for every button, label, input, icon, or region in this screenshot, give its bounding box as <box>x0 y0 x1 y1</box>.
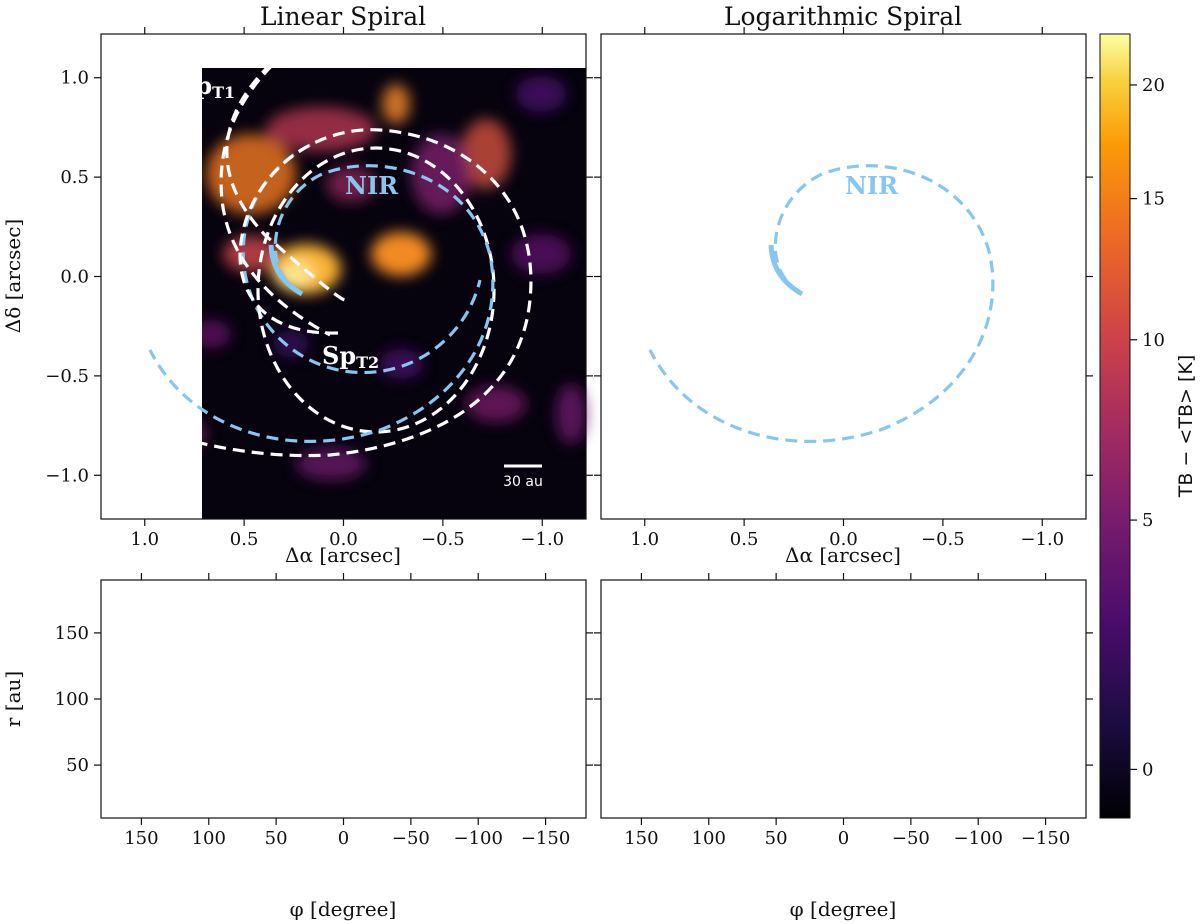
svg-text:30 au: 30 au <box>503 474 543 490</box>
axis-ticks: 1.0 0.5 0.0 −0.5 −1.0 −1.0 −0.5 0.0 0.5 1.0 1.0 0.5… <box>45 27 1093 849</box>
label-sp-t1-b: SpT1 <box>685 71 742 102</box>
x-tick-label: 0.0 <box>829 529 858 550</box>
colorbar-tick-label: 10 <box>1142 330 1165 351</box>
nir-solid-a <box>268 244 304 297</box>
label-sp-t1-d: SpT1 <box>748 611 805 642</box>
x-tick-label: −150 <box>1021 828 1070 849</box>
label-nir-a: NIR <box>345 171 399 200</box>
panel-a-labels: SpT1 SpT2 NIR <box>178 71 399 372</box>
x-tick-label: 100 <box>692 828 726 849</box>
x-tick-label: 150 <box>624 828 658 849</box>
label-sp-t2-d: SpT2 <box>855 693 912 724</box>
x-tick-label: −50 <box>892 828 930 849</box>
xlabel-b: Δα [arcsec] <box>785 543 901 567</box>
x-tick-label: 0 <box>838 828 849 849</box>
x-tick-label: −100 <box>453 828 502 849</box>
colorbar: 0 5 10 15 20 TB − <TB> [K] <box>1099 33 1197 819</box>
x-tick-label: 0.5 <box>730 529 759 550</box>
y-tick-label: 0.0 <box>60 267 89 288</box>
x-tick-label: −1.0 <box>1020 529 1064 550</box>
y-tick-label: −0.5 <box>45 366 89 387</box>
nir-curve-a <box>148 164 495 443</box>
panel-b-title: Logarithmic Spiral <box>724 2 962 31</box>
y-tick-label: 1.0 <box>60 68 89 89</box>
xlabel-a: Δα [arcsec] <box>285 543 401 567</box>
frame-d <box>600 579 1087 819</box>
sp-t1-curve-a <box>219 38 331 337</box>
x-tick-label: 50 <box>265 828 288 849</box>
ylabel-a: Δδ [arcsec] <box>1 219 25 333</box>
panel-a-title: Linear Spiral <box>260 2 426 31</box>
panel-c-labels: SpT1 SpT2 <box>242 611 412 742</box>
panel-a-spirals <box>104 38 533 458</box>
colorbar-ticks: 0 5 10 15 20 <box>1130 75 1165 780</box>
x-tick-label: −150 <box>521 828 570 849</box>
label-sp-t2-c: SpT2 <box>355 711 412 742</box>
x-tick-label: 100 <box>192 828 226 849</box>
x-tick-label: 0.5 <box>230 529 259 550</box>
panel-d-labels: SpT1 SpT2 <box>748 611 912 724</box>
y-tick-label: −1.0 <box>45 465 89 486</box>
label-nir-b: NIR <box>845 171 899 200</box>
x-tick-label: 0.0 <box>329 529 358 550</box>
sp-t1-curve-b <box>716 60 887 287</box>
y-tick-label: 0.5 <box>60 167 89 188</box>
label-sp-t2-b: SpT2 <box>865 125 922 156</box>
panel-b-labels: SpT1 SpT2 NIR <box>685 71 922 200</box>
panel-log-polar <box>601 580 1086 818</box>
sp-t1-curve-d <box>705 580 830 818</box>
y-tick-label: 100 <box>55 689 89 710</box>
colorbar-label: TB − <TB> [K] <box>1175 355 1197 498</box>
colorbar-tick-label: 0 <box>1142 759 1153 780</box>
x-tick-label: 0 <box>338 828 349 849</box>
x-tick-label: −1.0 <box>520 529 564 550</box>
panel-linear-map <box>101 34 586 519</box>
colorbar-tick-label: 5 <box>1142 510 1153 531</box>
xlabel-c: φ [degree] <box>290 897 397 921</box>
xlabel-d: φ [degree] <box>790 897 897 921</box>
sp-t2-line-c <box>101 584 586 781</box>
x-tick-label: 1.0 <box>630 529 659 550</box>
colorbar-tick-label: 15 <box>1142 189 1165 210</box>
colorbar-gradient <box>1099 33 1131 819</box>
x-tick-label: 1.0 <box>130 529 159 550</box>
panel-c-spirals <box>101 580 586 818</box>
nir-solid-b <box>768 244 804 297</box>
x-tick-label: −100 <box>953 828 1002 849</box>
sp-t1-line-c <box>168 580 332 818</box>
x-tick-label: −50 <box>392 828 430 849</box>
ylabel-c: r [au] <box>1 671 25 727</box>
scale-bar-b: 30 au <box>1003 464 1043 490</box>
svg-text:30 au: 30 au <box>1003 474 1043 490</box>
sp-t2-curve-a <box>104 128 533 458</box>
label-sp-t1-a: SpT1 <box>178 71 235 102</box>
x-tick-label: −0.5 <box>921 529 965 550</box>
x-tick-label: −0.5 <box>421 529 465 550</box>
nir-curve-b <box>648 164 995 443</box>
label-sp-t1-c: SpT1 <box>242 611 299 642</box>
sp-t2-curve-b <box>654 124 1051 447</box>
panel-d-spirals <box>705 580 1086 818</box>
x-tick-label: 50 <box>765 828 788 849</box>
colorbar-tick-label: 20 <box>1142 75 1165 96</box>
label-sp-t2-a: SpT2 <box>322 341 379 372</box>
scale-bar-a: 30 au <box>503 464 543 490</box>
panel-b-spirals <box>648 60 1051 447</box>
x-tick-label: 150 <box>124 828 158 849</box>
y-tick-label: 150 <box>55 623 89 644</box>
y-tick-label: 50 <box>66 755 89 776</box>
